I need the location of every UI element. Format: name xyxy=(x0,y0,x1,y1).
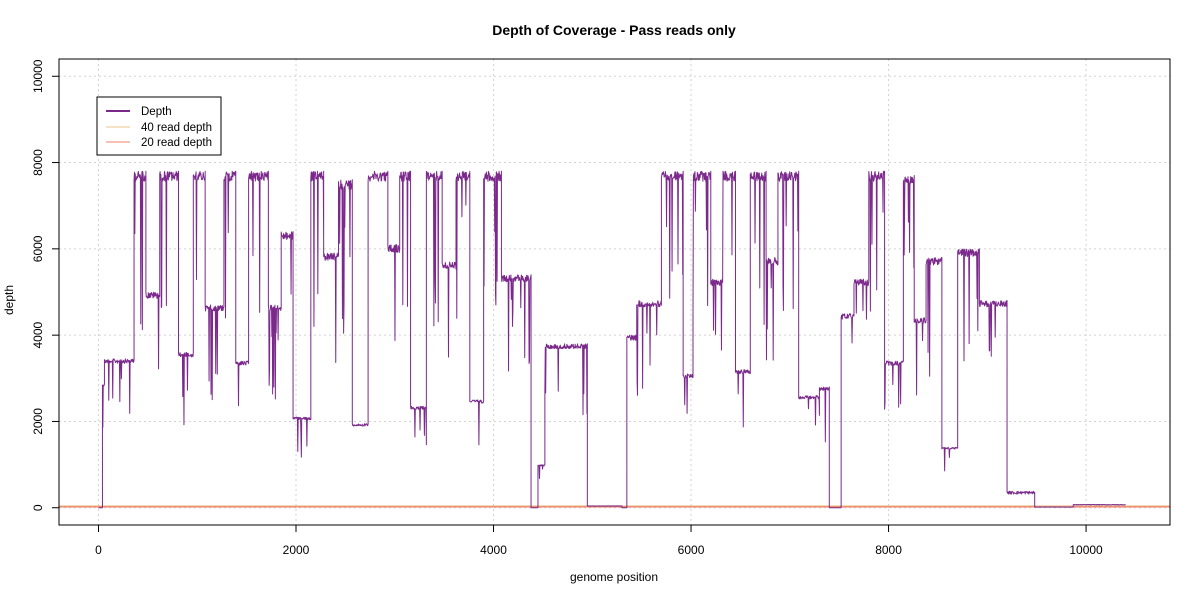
y-axis-title: depth xyxy=(2,285,16,315)
y-tick-label: 8000 xyxy=(31,149,45,176)
y-tick-label: 0 xyxy=(31,504,45,511)
y-tick-label: 6000 xyxy=(31,235,45,262)
chart-title: Depth of Coverage - Pass reads only xyxy=(492,22,736,38)
x-tick-label: 10000 xyxy=(1069,543,1103,557)
y-axis: 0 2000 4000 6000 8000 10000 xyxy=(31,59,60,511)
y-tick-label: 10000 xyxy=(31,59,45,93)
depth-line xyxy=(98,170,1126,509)
legend-label-depth: Depth xyxy=(141,106,172,118)
x-tick-label: 0 xyxy=(95,543,102,557)
x-tick-label: 8000 xyxy=(875,543,902,557)
legend-label-20-read-depth: 20 read depth xyxy=(141,137,212,149)
y-tick-label: 4000 xyxy=(31,321,45,348)
legend-box xyxy=(96,96,222,156)
depth-series xyxy=(98,170,1126,509)
x-axis-title: genome position xyxy=(570,570,658,584)
x-tick-label: 4000 xyxy=(480,543,507,557)
legend-label-40-read-depth: 40 read depth xyxy=(141,122,212,134)
y-tick-label: 2000 xyxy=(31,408,45,435)
x-tick-label: 6000 xyxy=(678,543,705,557)
x-tick-label: 2000 xyxy=(283,543,310,557)
gridlines xyxy=(59,59,1170,525)
x-axis: 0 2000 4000 6000 8000 10000 xyxy=(95,524,1103,557)
legend: Depth 40 read depth 20 read depth xyxy=(96,96,222,156)
